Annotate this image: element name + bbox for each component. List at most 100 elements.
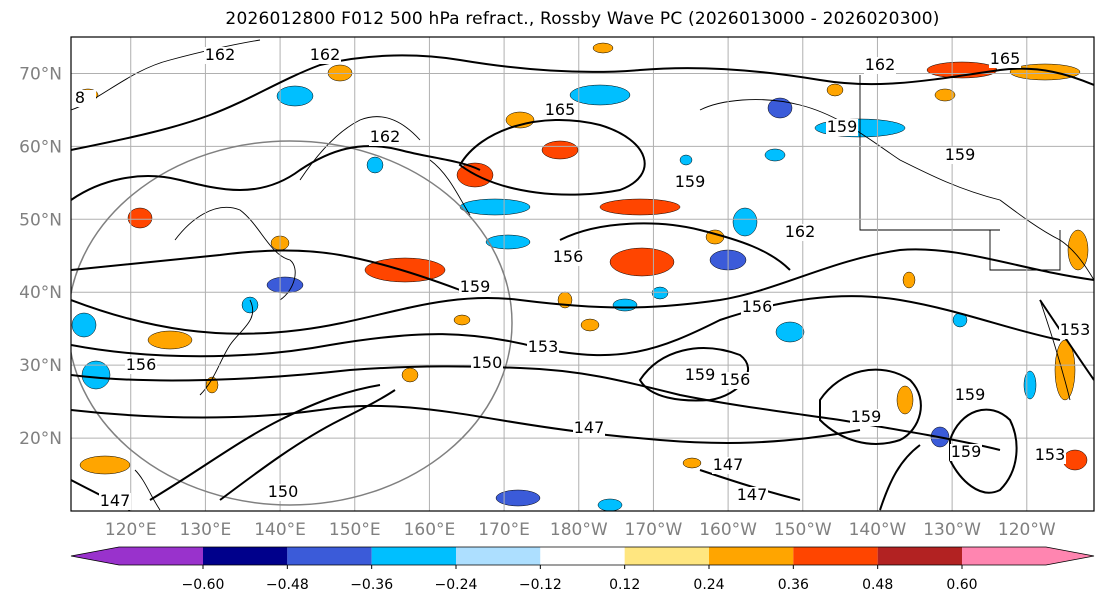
contour-label: 162: [310, 45, 341, 64]
longitude-label: 130°E: [180, 520, 232, 540]
colorbar-tick-label: 0.36: [778, 577, 809, 593]
latitude-labels: 70°N 60°N 50°N 40°N 30°N 20°N: [19, 64, 62, 449]
contour-label: 156: [126, 355, 157, 374]
contour-label: 162: [865, 55, 896, 74]
colorbar-tick-label: −0.36: [350, 577, 393, 593]
contour-label: 159: [955, 385, 986, 404]
latitude-label: 70°N: [19, 64, 62, 84]
contour-label: 159: [685, 365, 716, 384]
contour-label: 150: [268, 482, 299, 501]
contour-label: 159: [951, 442, 982, 461]
longitude-label: 140°W: [849, 520, 907, 540]
longitude-label: 170°W: [625, 520, 683, 540]
longitude-label: 120°W: [998, 520, 1056, 540]
contour-label-bg: [527, 339, 559, 356]
longitude-label: 170°E: [478, 520, 530, 540]
contour-label-bg: [204, 47, 236, 64]
contour-label: 156: [553, 247, 584, 266]
contour-label-bg: [369, 129, 401, 146]
contour-label-bg: [267, 484, 299, 501]
contour-label: 156: [742, 297, 773, 316]
contour-label: 162: [205, 45, 236, 64]
colorbar-tick-label: −0.60: [182, 577, 225, 593]
contour-label: 162: [785, 222, 816, 241]
contour-label-bg: [309, 47, 341, 64]
contour-label-bg: [712, 457, 744, 474]
colorbar-segment: [793, 547, 878, 565]
contour-label-bg: [471, 355, 503, 372]
contour-label: 159: [675, 172, 706, 191]
colorbar-tick-label: 0.24: [693, 577, 724, 593]
contour-label-bg: [544, 102, 576, 119]
contour-label: 159: [827, 117, 858, 136]
contour-label-bg: [784, 224, 816, 241]
latitude-label: 40°N: [19, 283, 62, 303]
contour-label: 159: [460, 277, 491, 296]
contour-label: 159: [945, 145, 976, 164]
longitude-label: 150°E: [329, 520, 381, 540]
contour-label-bg: [950, 444, 982, 461]
contour-label: 159: [851, 407, 882, 426]
contour-label-bg: [99, 493, 131, 510]
contour-label-bg: [125, 357, 157, 374]
contour-label: 147: [100, 491, 131, 510]
contour-label: 162: [370, 127, 401, 146]
contour-label: 150: [472, 353, 503, 372]
colorbar-segment: [371, 547, 456, 565]
contour-label: 153: [528, 337, 559, 356]
colorbar-segment: [877, 547, 962, 565]
colorbar-tick-label: 0.12: [609, 577, 640, 593]
contour-label-bg: [944, 147, 976, 164]
contour-label-bg: [674, 174, 706, 191]
longitude-label: 180°W: [550, 520, 608, 540]
map-frame: [70, 36, 1095, 512]
gridlines: [71, 37, 1094, 511]
contour-label-bg: [989, 51, 1021, 68]
colorbar-segment: [71, 547, 203, 565]
contour-label-bg: [954, 387, 986, 404]
chart-title: 2026012800 F012 500 hPa refract., Rossby…: [225, 9, 940, 29]
colorbar-tick-label: −0.48: [266, 577, 309, 593]
contour-label-bg: [573, 420, 605, 437]
contour-label: 153: [1035, 445, 1066, 464]
contour-label-bg: [826, 119, 858, 136]
contour-labels: 162 162 162 165 159 162 159 159 156 153 150 147 147 1…: [71, 45, 1091, 510]
contour-label: 153: [1060, 320, 1091, 339]
longitude-label: 130°W: [923, 520, 981, 540]
longitude-label: 160°E: [404, 520, 456, 540]
longitude-labels: 120°E 130°E 140°E 150°E 160°E 170°E 180°W 170°W…: [105, 520, 1056, 540]
range-circle: [71, 140, 513, 506]
colorbar-segment: [287, 547, 372, 565]
colorbar-segment: [962, 547, 1094, 565]
contour-label-bg: [552, 249, 584, 266]
contour-label: 165: [545, 100, 576, 119]
latitude-label: 30°N: [19, 356, 62, 376]
longitude-label: 120°E: [105, 520, 157, 540]
contour-label-bg: [684, 367, 716, 384]
contour-label-bg: [719, 372, 751, 389]
colorbar-segment: [203, 547, 288, 565]
colorbar-tick-label: 0.60: [946, 577, 977, 593]
colorbar-segment: [540, 547, 625, 565]
latitude-label: 60°N: [19, 137, 62, 157]
contour-label: 147: [737, 485, 768, 504]
contour-label-bg: [741, 299, 773, 316]
contour-label: 147: [713, 455, 744, 474]
longitude-label: 140°E: [254, 520, 306, 540]
colorbar-segment: [709, 547, 794, 565]
contour-label-bg: [459, 279, 491, 296]
contour-label-bg: [736, 487, 768, 504]
colorbar-tick-label: −0.12: [519, 577, 562, 593]
contour-label-bg: [1034, 447, 1066, 464]
latitude-label: 50°N: [19, 210, 62, 230]
colorbar: −0.60 −0.48 −0.36 −0.24 −0.12 0.12 0.24 0.36 0.4…: [70, 546, 1095, 593]
contour-label-bg: [71, 90, 96, 107]
height-contours: [71, 54, 1094, 511]
contour-label-bg: [864, 57, 896, 74]
latitude-label: 20°N: [19, 429, 62, 449]
contour-label: 165: [990, 49, 1021, 68]
contour-label: 8: [75, 88, 85, 107]
contour-label-bg: [850, 409, 882, 426]
longitude-label: 160°W: [699, 520, 757, 540]
